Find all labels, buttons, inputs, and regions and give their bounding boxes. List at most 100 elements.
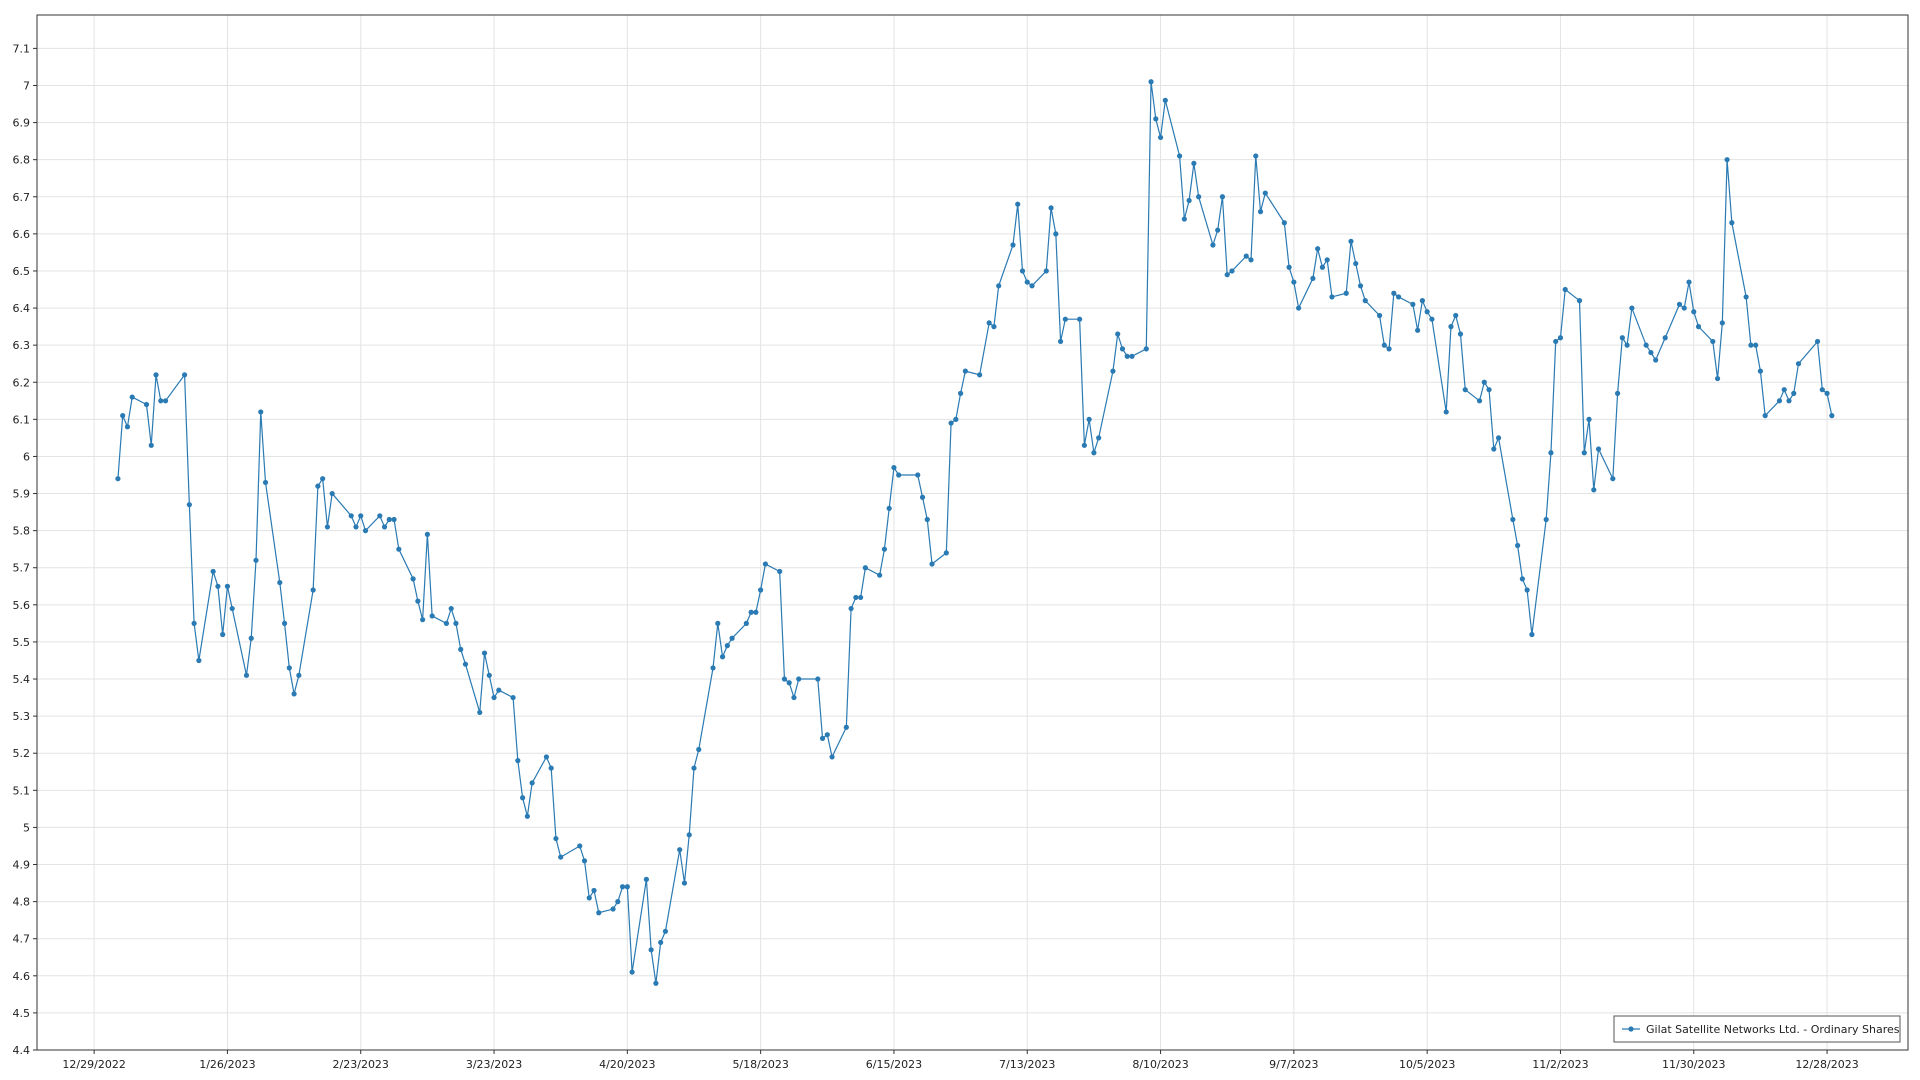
data-point	[748, 609, 754, 615]
data-point	[1381, 342, 1387, 348]
data-point	[1053, 231, 1059, 237]
data-point	[115, 476, 121, 482]
data-point	[258, 409, 264, 415]
data-point	[558, 854, 564, 860]
data-point	[1196, 194, 1202, 200]
data-point	[1062, 316, 1068, 322]
data-point	[919, 494, 926, 500]
data-point	[462, 661, 469, 667]
data-point	[1315, 246, 1321, 252]
data-point	[715, 620, 721, 626]
y-tick-label: 5.6	[13, 599, 31, 612]
data-point	[1148, 79, 1154, 85]
data-point	[248, 635, 254, 641]
data-point	[1824, 390, 1830, 396]
data-point	[1753, 342, 1759, 348]
data-point	[1781, 387, 1787, 393]
data-point	[691, 765, 697, 771]
data-point	[1296, 305, 1302, 311]
data-point	[1162, 97, 1168, 103]
data-point	[829, 754, 835, 760]
data-point	[1486, 387, 1492, 393]
data-point	[1791, 390, 1797, 396]
data-point	[1719, 320, 1725, 326]
data-point	[819, 735, 826, 741]
data-point	[491, 694, 497, 701]
data-point	[753, 609, 759, 615]
data-point	[181, 372, 188, 378]
x-tick-label: 2/23/2023	[333, 1058, 389, 1071]
data-point	[220, 631, 226, 638]
y-tick-label: 5.7	[13, 562, 31, 575]
data-point	[1457, 331, 1464, 337]
data-point	[762, 561, 769, 567]
data-point	[1386, 346, 1392, 352]
data-point	[443, 620, 450, 626]
data-point	[1357, 283, 1364, 289]
data-point	[1324, 257, 1330, 263]
data-point	[1353, 260, 1359, 267]
y-tick-label: 6.4	[13, 302, 31, 315]
data-point	[815, 676, 821, 682]
data-point	[1086, 416, 1092, 422]
y-tick-label: 7.1	[13, 42, 31, 55]
data-point	[1157, 134, 1164, 141]
data-point	[453, 620, 459, 626]
data-point	[1481, 379, 1487, 385]
data-point	[943, 550, 949, 556]
data-point	[553, 835, 559, 842]
data-point	[1043, 268, 1049, 274]
data-point	[1448, 324, 1454, 330]
data-point	[957, 390, 964, 396]
data-point	[1786, 398, 1792, 404]
data-point	[1286, 264, 1292, 270]
y-tick-label: 5.9	[13, 488, 31, 501]
data-point	[520, 795, 526, 801]
data-point	[524, 813, 530, 819]
data-point	[1010, 242, 1016, 248]
data-point	[1814, 338, 1821, 345]
data-point	[424, 531, 430, 537]
data-point	[1291, 279, 1297, 285]
data-point	[853, 594, 859, 601]
data-point	[1757, 368, 1764, 374]
data-point	[1210, 242, 1216, 248]
data-point	[415, 598, 421, 604]
data-point	[143, 401, 150, 408]
data-point	[1548, 450, 1554, 456]
data-point	[1581, 450, 1587, 456]
y-tick-label: 5.2	[13, 747, 31, 760]
x-tick-label: 11/2/2023	[1532, 1058, 1588, 1071]
data-point	[124, 424, 131, 430]
y-tick-label: 6.1	[13, 413, 31, 426]
data-point	[1557, 335, 1564, 341]
data-point	[1776, 398, 1783, 404]
data-point	[881, 546, 888, 552]
data-point	[591, 887, 597, 894]
data-point	[210, 568, 216, 575]
data-point	[358, 513, 364, 519]
data-point	[386, 516, 392, 523]
data-point	[1391, 290, 1397, 296]
y-tick-label: 5.4	[13, 673, 31, 686]
data-point	[391, 516, 397, 523]
data-point	[243, 672, 250, 678]
data-point	[1648, 349, 1654, 356]
data-point	[1681, 305, 1687, 311]
data-point	[1077, 316, 1083, 322]
data-point	[1443, 409, 1449, 415]
data-point	[1586, 416, 1592, 422]
data-point	[496, 687, 502, 693]
data-point	[120, 413, 126, 419]
data-point	[1429, 316, 1435, 322]
data-point	[1748, 342, 1754, 348]
plot-frame	[36, 14, 1909, 1051]
data-point	[348, 513, 354, 519]
data-point	[1653, 357, 1659, 363]
x-tick-label: 7/13/2023	[999, 1058, 1055, 1071]
data-point	[262, 479, 269, 486]
data-point	[129, 394, 135, 400]
data-point	[224, 583, 231, 589]
data-point	[277, 579, 283, 586]
data-point	[1691, 309, 1697, 315]
